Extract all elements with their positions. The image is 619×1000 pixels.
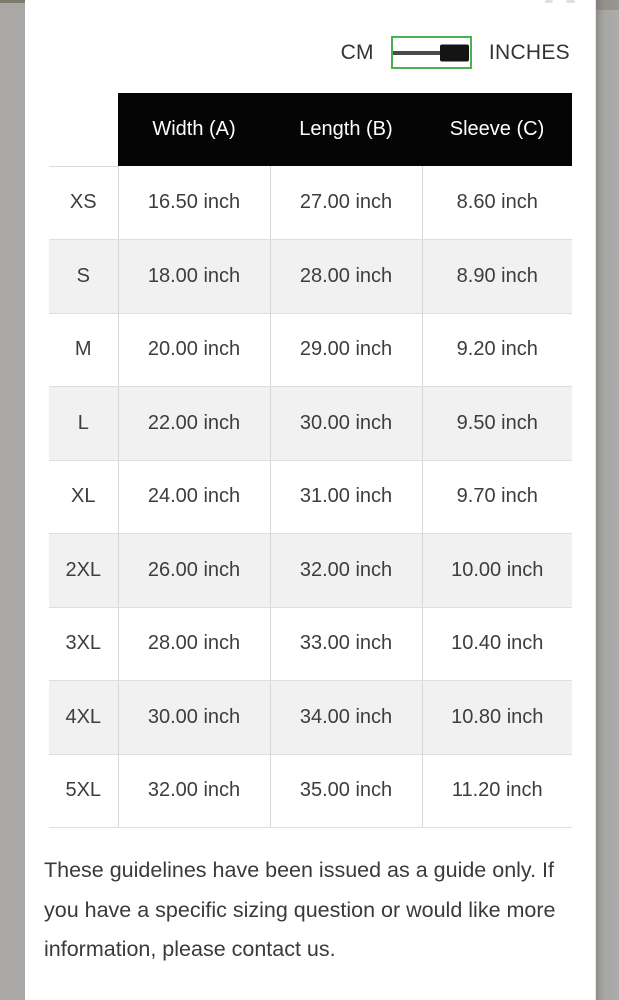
width-cell: 18.00 inch	[117, 239, 270, 314]
size-cell: 3XL	[49, 607, 118, 681]
size-cell: XS	[49, 166, 118, 240]
header-sleeve: Sleeve (C)	[422, 93, 572, 166]
sleeve-cell: 10.80 inch	[421, 680, 572, 755]
size-cell: M	[49, 313, 118, 387]
width-cell: 22.00 inch	[117, 386, 270, 461]
table-row: 5XL 32.00 inch 35.00 inch 11.20 inch	[49, 754, 572, 828]
width-cell: 30.00 inch	[117, 680, 270, 755]
header-corner-cell	[49, 93, 118, 167]
sleeve-cell: 10.00 inch	[421, 533, 572, 608]
table-row: 2XL 26.00 inch 32.00 inch 10.00 inch	[49, 533, 572, 608]
width-cell: 32.00 inch	[117, 754, 270, 828]
size-cell: XL	[49, 460, 118, 534]
size-cell: 4XL	[49, 680, 118, 755]
width-cell: 26.00 inch	[117, 533, 270, 608]
header-length: Length (B)	[270, 93, 422, 166]
table-header-row: Width (A) Length (B) Sleeve (C)	[49, 93, 572, 167]
table-row: S 18.00 inch 28.00 inch 8.90 inch	[49, 239, 572, 314]
scrollbar-shade	[596, 0, 619, 10]
sleeve-cell: 10.40 inch	[421, 607, 572, 681]
sleeve-cell: 9.70 inch	[421, 460, 572, 534]
unit-toggle-row: CM INCHES	[341, 36, 570, 69]
width-cell: 24.00 inch	[117, 460, 270, 534]
width-cell: 16.50 inch	[117, 166, 270, 240]
table-row: M 20.00 inch 29.00 inch 9.20 inch	[49, 313, 572, 387]
size-cell: 2XL	[49, 533, 118, 608]
table-row: XS 16.50 inch 27.00 inch 8.60 inch	[49, 166, 572, 240]
unit-toggle-switch[interactable]	[390, 36, 472, 69]
header-width: Width (A)	[118, 93, 270, 166]
size-chart-table: Width (A) Length (B) Sleeve (C) XS 16.50 …	[49, 93, 572, 828]
toggle-track	[392, 50, 445, 55]
table-row: L 22.00 inch 30.00 inch 9.50 inch	[49, 386, 572, 461]
left-gutter-edge	[0, 0, 25, 3]
inches-label: INCHES	[488, 40, 570, 64]
sleeve-cell: 9.20 inch	[421, 313, 572, 387]
size-cell: L	[49, 386, 118, 461]
length-cell: 31.00 inch	[269, 460, 422, 534]
length-cell: 27.00 inch	[269, 166, 422, 240]
guidelines-note: These guidelines have been issued as a g…	[44, 858, 556, 961]
sleeve-cell: 8.90 inch	[421, 239, 572, 314]
length-cell: 35.00 inch	[269, 754, 422, 828]
cropped-ui-artifact	[545, 0, 553, 3]
length-cell: 32.00 inch	[269, 533, 422, 608]
toggle-handle-icon[interactable]	[439, 44, 469, 61]
length-cell: 28.00 inch	[269, 239, 422, 314]
sleeve-cell: 11.20 inch	[421, 754, 572, 828]
size-cell: 5XL	[49, 754, 118, 828]
width-cell: 28.00 inch	[117, 607, 270, 681]
length-cell: 34.00 inch	[269, 680, 422, 755]
cm-label: CM	[340, 40, 374, 64]
length-cell: 33.00 inch	[269, 607, 422, 681]
table-row: XL 24.00 inch 31.00 inch 9.70 inch	[49, 460, 572, 534]
sleeve-cell: 9.50 inch	[421, 386, 572, 461]
size-cell: S	[49, 239, 118, 314]
length-cell: 29.00 inch	[269, 313, 422, 387]
table-row: 4XL 30.00 inch 34.00 inch 10.80 inch	[49, 680, 572, 755]
table-row: 3XL 28.00 inch 33.00 inch 10.40 inch	[49, 607, 572, 681]
width-cell: 20.00 inch	[117, 313, 270, 387]
length-cell: 30.00 inch	[269, 386, 422, 461]
scrollbar[interactable]	[595, 0, 619, 1000]
cropped-ui-artifact	[566, 0, 575, 3]
sleeve-cell: 8.60 inch	[421, 166, 572, 240]
left-gutter	[0, 0, 25, 1000]
